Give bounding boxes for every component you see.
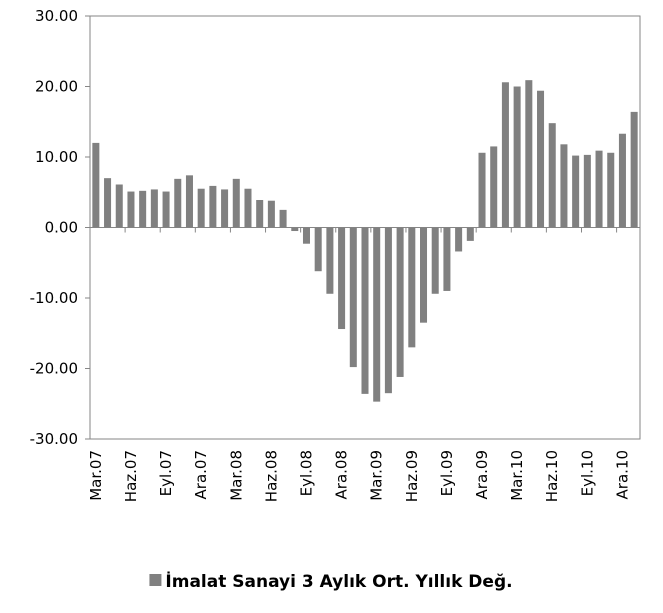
- bar: [443, 227, 451, 291]
- x-tick-label: Eyl.10: [578, 450, 596, 496]
- bar: [466, 227, 474, 241]
- y-tick-label: -30.00: [30, 430, 78, 448]
- y-tick-label: -10.00: [30, 289, 78, 307]
- bar: [162, 191, 170, 228]
- bar: [139, 190, 147, 228]
- bar: [338, 227, 346, 330]
- bar: [478, 152, 486, 228]
- x-tick-label: Ara.07: [192, 450, 210, 499]
- bar: [525, 80, 533, 228]
- x-tick-label: Ara.10: [613, 450, 631, 499]
- bar: [455, 227, 463, 252]
- x-tick-label: Haz.10: [543, 450, 561, 502]
- x-tick-label: Mar.07: [87, 450, 105, 501]
- bar: [279, 209, 287, 228]
- bar: [104, 178, 112, 228]
- x-tick-label: Mar.10: [508, 450, 526, 501]
- bar: [349, 227, 357, 368]
- y-tick-label: 30.00: [35, 7, 78, 25]
- bar: [92, 142, 100, 228]
- bar: [513, 86, 521, 228]
- x-tick-label: Haz.09: [403, 450, 421, 502]
- bar: [291, 227, 299, 232]
- y-tick-label: 10.00: [35, 148, 78, 166]
- x-tick-label: Eyl.08: [297, 450, 315, 496]
- x-tick-label: Eyl.09: [438, 450, 456, 496]
- x-tick-label: Eyl.07: [157, 450, 175, 496]
- bar: [490, 146, 498, 228]
- x-tick-label: Haz.08: [262, 450, 280, 502]
- bar: [384, 227, 392, 394]
- bar: [630, 111, 638, 228]
- bar: [302, 227, 310, 244]
- legend-swatch: [149, 574, 162, 586]
- bar: [408, 227, 416, 348]
- bar: [420, 227, 428, 323]
- bar: [221, 189, 229, 228]
- bar: [115, 184, 123, 228]
- bar: [548, 123, 556, 228]
- bar: [209, 185, 217, 228]
- bar: [431, 227, 439, 294]
- bar: [174, 178, 182, 228]
- bar: [197, 188, 205, 228]
- bar: [560, 144, 568, 228]
- bar: [572, 155, 580, 228]
- bar: [150, 189, 158, 228]
- bar: [267, 200, 275, 228]
- bar: [244, 188, 252, 228]
- bar: [185, 175, 193, 228]
- bar: [501, 82, 509, 228]
- bar: [537, 90, 545, 228]
- x-tick-label: Haz.07: [122, 450, 140, 502]
- y-tick-label: 20.00: [35, 78, 78, 96]
- legend-label: İmalat Sanayi 3 Aylık Ort. Yıllık Değ.: [165, 570, 512, 592]
- x-tick-label: Mar.08: [227, 450, 245, 501]
- bar: [618, 133, 626, 228]
- x-tick-label: Ara.09: [473, 450, 491, 499]
- bar: [256, 200, 264, 228]
- x-tick-label: Mar.09: [368, 450, 386, 501]
- y-tick-label: -20.00: [30, 360, 78, 378]
- bar: [361, 227, 369, 394]
- bar: [396, 227, 404, 377]
- bar: [314, 227, 322, 272]
- bar: [583, 154, 591, 228]
- bar: [232, 178, 240, 228]
- y-tick-label: 0.00: [45, 219, 78, 237]
- bar: [373, 227, 381, 402]
- bar: [595, 150, 603, 228]
- bar: [326, 227, 334, 294]
- x-tick-label: Ara.08: [333, 450, 351, 499]
- bar: [607, 152, 615, 228]
- bar: [127, 191, 135, 228]
